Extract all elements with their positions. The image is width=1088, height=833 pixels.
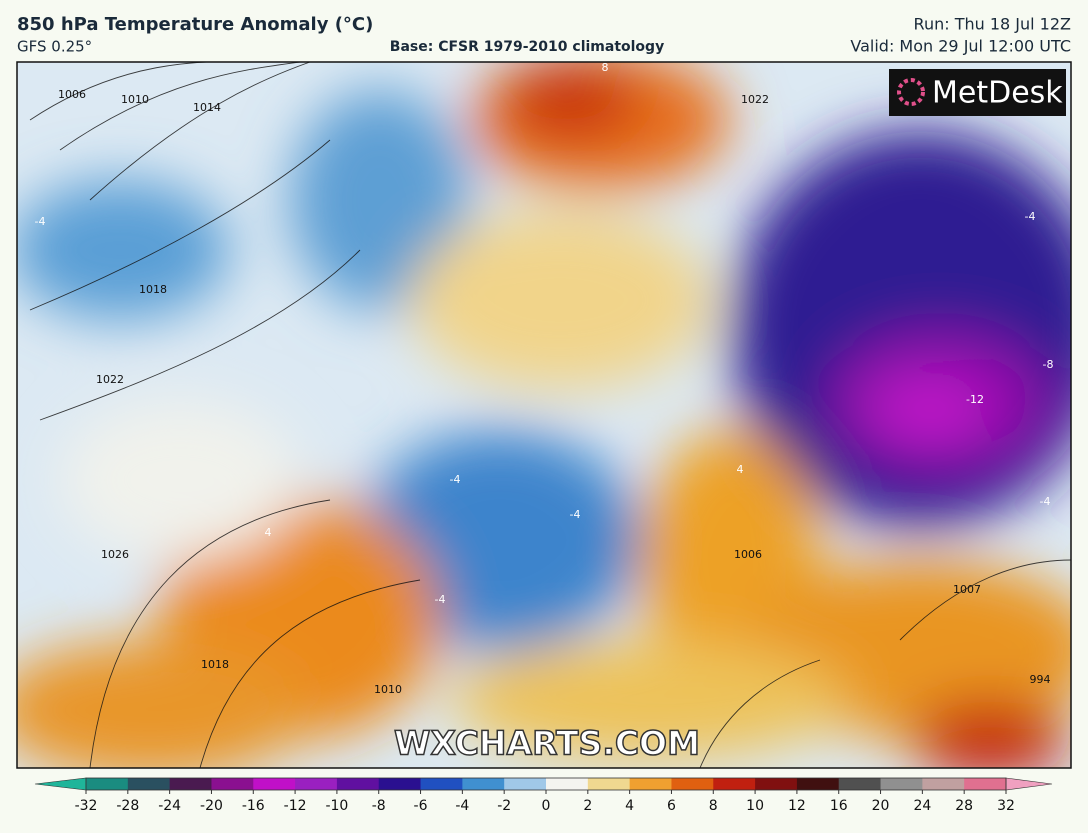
watermark: WXCHARTS.COM [394, 724, 700, 763]
contour-label: 1022 [96, 373, 124, 386]
colorbar-tick-label: 6 [667, 798, 676, 814]
colorbar-segment [86, 778, 129, 790]
colorbar-segment [964, 778, 1007, 790]
colorbar-segment [755, 778, 798, 790]
contour-label: -4 [1040, 495, 1051, 508]
contour-label: -4 [435, 593, 446, 606]
contour-label: 1006 [58, 88, 86, 101]
contour-label: -12 [966, 393, 984, 406]
contour-label: -4 [1025, 210, 1036, 223]
contour-label: -4 [35, 215, 46, 228]
colorbar-tick-label: 16 [830, 798, 848, 814]
contour-label: 1026 [101, 548, 129, 561]
colorbar-tick-label: -28 [116, 798, 139, 814]
contour-label: 1007 [953, 583, 981, 596]
contour-label: 8 [602, 61, 609, 74]
contour-label: 4 [265, 526, 272, 539]
contour-label: -4 [570, 508, 581, 521]
colorbar-tick-label: -20 [200, 798, 223, 814]
colorbar: -32 -28 -24 -20 -16 -12 -10 -8 -6 -4 -2 0 2 4 6 8 10 12 16… [34, 777, 1053, 814]
map [17, 62, 1071, 768]
colorbar-tick-label: 8 [709, 798, 718, 814]
logo-box [889, 69, 1066, 116]
colorbar-segment [169, 778, 212, 790]
contour-label: 1010 [121, 93, 149, 106]
colorbar-segment [462, 778, 505, 790]
contour-label: -4 [450, 473, 461, 486]
colorbar-segment [671, 778, 714, 790]
colorbar-tick-label: 10 [746, 798, 764, 814]
colorbar-segment [796, 778, 840, 790]
colorbar-segment [922, 778, 965, 790]
logo-text: MetDesk [932, 76, 1063, 111]
colorbar-tick-label: 32 [997, 798, 1015, 814]
colorbar-segment [587, 778, 631, 790]
contour-label: 1006 [734, 548, 762, 561]
colorbar-tick-label: 20 [872, 798, 890, 814]
colorbar-tick-label: -10 [325, 798, 348, 814]
colorbar-segment [253, 778, 296, 790]
colorbar-segment [127, 778, 171, 790]
colorbar-segment [504, 778, 547, 790]
valid: Valid: Mon 29 Jul 12:00 UTC [850, 37, 1071, 56]
colorbar-segment [838, 778, 882, 790]
contour-label: 1014 [193, 101, 221, 114]
colorbar-segment [713, 778, 756, 790]
run: Run: Thu 18 Jul 12Z [914, 15, 1071, 34]
model: GFS 0.25° [17, 38, 92, 56]
colorbar-tick-label: -6 [414, 798, 428, 814]
colorbar-tick-label: 24 [913, 798, 931, 814]
contour-label: 1018 [201, 658, 229, 671]
colorbar-segment [211, 778, 254, 790]
colorbar-segment [378, 778, 422, 790]
colorbar-tick-label: 12 [788, 798, 806, 814]
colorbar-tick-label: 2 [583, 798, 592, 814]
map-frame [16, 61, 1072, 769]
base: Base: CFSR 1979-2010 climatology [390, 39, 664, 55]
colorbar-segment [629, 778, 672, 790]
contour-label: 1018 [139, 283, 167, 296]
colorbar-tick-label: 28 [955, 798, 973, 814]
colorbar-tick-label: -12 [284, 798, 307, 814]
colorbar-tick-label: -32 [75, 798, 98, 814]
contour-label: -8 [1043, 358, 1054, 371]
colorbar-tick-label: 4 [625, 798, 634, 814]
colorbar-tick-label: 0 [542, 798, 551, 814]
colorbar-segment [546, 778, 589, 790]
title: 850 hPa Temperature Anomaly (°C) [17, 14, 373, 35]
colorbar-tick-label: -8 [372, 798, 386, 814]
contour-label: 1010 [374, 683, 402, 696]
colorbar-segment [336, 778, 380, 790]
colorbar-tick-label: -24 [158, 798, 181, 814]
contour-label: 1022 [741, 93, 769, 106]
colorbar-tick-label: -2 [497, 798, 511, 814]
logo-icon [897, 78, 925, 106]
contour-label: 994 [1030, 673, 1051, 686]
contour-labels: 1006 1010 1014 1018 1022 1026 1018 1022 -4 -4 -8 -1… [35, 61, 1054, 696]
colorbar-tick-label: -16 [242, 798, 265, 814]
colorbar-segment [295, 778, 338, 790]
colorbar-segment [420, 778, 463, 790]
contour-label: 4 [737, 463, 744, 476]
colorbar-segment [880, 778, 923, 790]
colorbar-tick-label: -4 [455, 798, 469, 814]
